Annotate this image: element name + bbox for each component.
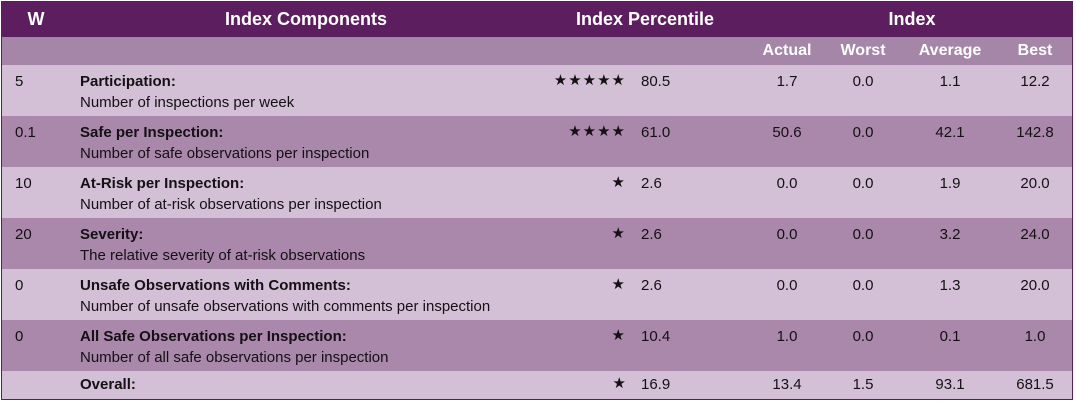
percentile: 2.6	[641, 277, 662, 294]
component-name: All Safe Observations per Inspection:	[80, 328, 347, 345]
index-value: 0.0	[776, 226, 798, 243]
percentile: 2.6	[641, 226, 662, 243]
component-description: Number of all safe observations per insp…	[80, 349, 389, 366]
overall-index-value: 13.4	[772, 376, 802, 393]
component-description: Number of at-risk observations per inspe…	[80, 196, 382, 213]
index-value: 20.0	[1020, 277, 1050, 294]
index-value: 12.2	[1020, 73, 1050, 90]
component-name: Participation:	[80, 73, 176, 90]
component-description: The relative severity of at-risk observa…	[80, 247, 366, 264]
header-index: Index	[888, 9, 936, 29]
component-name: Safe per Inspection:	[80, 124, 224, 141]
index-value: 1.0	[776, 328, 798, 345]
overall-name: Overall:	[80, 376, 136, 393]
subheader-label: Actual	[762, 42, 812, 59]
index-value: 0.0	[852, 124, 874, 141]
component-name: At-Risk per Inspection:	[80, 175, 245, 192]
percentile: 80.5	[641, 73, 671, 90]
index-value: 1.3	[939, 277, 961, 294]
index-value: 0.0	[852, 277, 874, 294]
percentile: 2.6	[641, 175, 662, 192]
weight: 0.1	[15, 124, 36, 141]
index-value: 0.0	[852, 328, 874, 345]
index-value: 24.0	[1020, 226, 1050, 243]
index-value: 42.1	[935, 124, 965, 141]
overall-percentile: 16.9	[641, 376, 671, 393]
overall-index-value: 681.5	[1016, 376, 1054, 393]
row-band	[2, 116, 1072, 167]
index-value: 1.9	[939, 175, 961, 192]
subheader-label: Average	[918, 42, 982, 59]
index-value: 20.0	[1020, 175, 1050, 192]
percentile: 10.4	[641, 328, 671, 345]
subheader-label: Worst	[840, 42, 886, 59]
weight: 10	[15, 175, 32, 192]
index-value: 3.2	[939, 226, 961, 243]
overall-stars: ★	[612, 375, 626, 392]
row-band	[2, 320, 1072, 371]
index-value: 0.0	[776, 277, 798, 294]
row-band	[2, 167, 1072, 218]
index-value: 142.8	[1016, 124, 1054, 141]
overall-index-value: 1.5	[852, 376, 874, 393]
stars: ★	[611, 327, 626, 344]
component-name: Unsafe Observations with Comments:	[80, 277, 351, 294]
index-value: 1.1	[939, 73, 961, 90]
index-value: 0.0	[852, 73, 874, 90]
weight: 20	[15, 226, 32, 243]
header-components: Index Components	[224, 9, 388, 29]
index-value: 0.0	[852, 175, 874, 192]
header-band	[2, 2, 1072, 37]
stars: ★	[611, 225, 626, 242]
component-description: Number of unsafe observations with comme…	[80, 298, 491, 315]
header-weight: W	[27, 9, 45, 29]
header-percentile: Index Percentile	[575, 9, 715, 29]
stars: ★★★★	[568, 123, 626, 140]
index-value: 0.1	[939, 328, 961, 345]
weight: 0	[15, 328, 24, 345]
stars: ★	[611, 174, 626, 191]
overall-index-value: 93.1	[935, 376, 965, 393]
index-value: 0.0	[852, 226, 874, 243]
row-band	[2, 65, 1072, 116]
subheader-label: Best	[1017, 42, 1053, 59]
stars: ★	[611, 276, 626, 293]
weight: 5	[15, 73, 24, 90]
component-name: Severity:	[80, 226, 144, 243]
row-band	[2, 269, 1072, 320]
subheader-band	[2, 37, 1072, 65]
index-value: 1.0	[1024, 328, 1046, 345]
weight: 0	[15, 277, 24, 294]
component-description: Number of safe observations per inspecti…	[80, 145, 370, 162]
index-value: 1.7	[776, 73, 798, 90]
stars: ★★★★★	[553, 72, 626, 89]
overall-band	[2, 371, 1072, 399]
index-value: 0.0	[776, 175, 798, 192]
index-value: 50.6	[772, 124, 802, 141]
percentile: 61.0	[641, 124, 671, 141]
component-description: Number of inspections per week	[80, 94, 295, 111]
row-band	[2, 218, 1072, 269]
